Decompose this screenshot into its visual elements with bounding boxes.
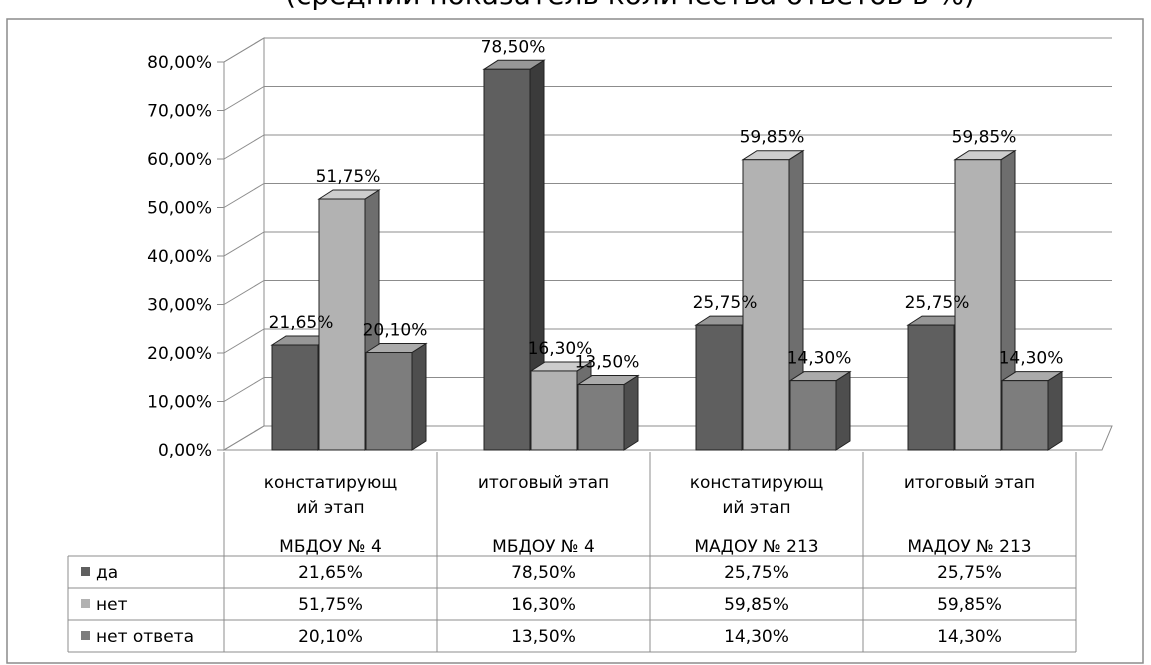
gridline-depth bbox=[223, 37, 265, 63]
bar-front bbox=[271, 344, 319, 451]
table-cell: 21,65% bbox=[298, 563, 363, 583]
y-tick-label: 50,00% bbox=[147, 199, 212, 219]
table-cell: 59,85% bbox=[724, 595, 789, 615]
bar-side bbox=[1047, 370, 1063, 451]
data-label: 21,65% bbox=[269, 313, 334, 333]
chart-frame bbox=[6, 18, 1144, 664]
table-cell: 16,30% bbox=[511, 595, 576, 615]
legend-label: да bbox=[96, 563, 118, 583]
bar-front bbox=[742, 159, 790, 451]
gridline-depth bbox=[223, 425, 265, 451]
category-label: итоговый этап bbox=[904, 473, 1035, 493]
bar bbox=[364, 342, 428, 451]
data-label: 20,10% bbox=[363, 321, 428, 341]
data-label: 16,30% bbox=[528, 339, 593, 359]
y-tick-label: 20,00% bbox=[147, 344, 212, 364]
legend-label: нет bbox=[96, 595, 128, 615]
table-cell: 25,75% bbox=[937, 563, 1002, 583]
category-label: МАДОУ № 213 bbox=[694, 537, 818, 557]
y-tick-label: 40,00% bbox=[147, 247, 212, 267]
table-cell: 14,30% bbox=[937, 627, 1002, 647]
table-cell: 13,50% bbox=[511, 627, 576, 647]
bar-front bbox=[318, 198, 366, 451]
data-label: 59,85% bbox=[740, 128, 805, 148]
bar-side bbox=[835, 370, 851, 451]
gridline-depth bbox=[223, 280, 265, 305]
data-label: 14,30% bbox=[999, 349, 1064, 369]
chart-title: (средний показатель количества ответов в… bbox=[285, 0, 975, 11]
bar bbox=[953, 149, 1017, 451]
bar-front bbox=[577, 384, 625, 451]
legend-swatch bbox=[81, 567, 90, 576]
data-label: 14,30% bbox=[787, 349, 852, 369]
legend-swatch bbox=[81, 599, 90, 608]
gridline-depth bbox=[223, 86, 265, 111]
bars bbox=[270, 59, 1064, 451]
gridline-depth bbox=[223, 183, 265, 208]
bar-front bbox=[907, 324, 955, 451]
category-label: ий этап bbox=[296, 498, 364, 518]
data-label: 25,75% bbox=[905, 293, 970, 313]
table-cell: 20,10% bbox=[298, 627, 363, 647]
legend-label: нет ответа bbox=[96, 627, 194, 647]
gridline-depth bbox=[223, 328, 265, 354]
data-label: 78,50% bbox=[481, 37, 546, 57]
data-label: 51,75% bbox=[316, 167, 381, 187]
bar-side bbox=[411, 342, 427, 451]
y-tick-label: 70,00% bbox=[147, 102, 212, 122]
category-label: МАДОУ № 213 bbox=[907, 537, 1031, 557]
bar-front bbox=[695, 324, 743, 451]
y-tick-label: 60,00% bbox=[147, 150, 212, 170]
bar-front bbox=[530, 370, 578, 451]
data-label: 25,75% bbox=[693, 293, 758, 313]
category-label: МБДОУ № 4 bbox=[279, 537, 382, 557]
bar bbox=[576, 374, 640, 451]
bar bbox=[1000, 370, 1064, 451]
y-axis: 0,00% 10,00% 20,00% 30,00% 40,00% 50,00% 60,00… bbox=[147, 53, 225, 461]
y-tick-label: 0,00% bbox=[158, 441, 212, 461]
gridline-depth bbox=[223, 134, 265, 160]
bar-side bbox=[623, 374, 639, 451]
category-label: ий этап bbox=[722, 498, 790, 518]
category-label: итоговый этап bbox=[478, 473, 609, 493]
bar-front bbox=[483, 68, 531, 451]
bar-front bbox=[1001, 380, 1049, 451]
category-label: констатирующ bbox=[264, 473, 398, 493]
data-label: 13,50% bbox=[575, 353, 640, 373]
bar-front bbox=[954, 159, 1002, 451]
table-cell: 51,75% bbox=[298, 595, 363, 615]
table-cell: 59,85% bbox=[937, 595, 1002, 615]
bar-front bbox=[789, 380, 837, 451]
y-tick-label: 80,00% bbox=[147, 53, 212, 73]
legend-swatch bbox=[81, 631, 90, 640]
y-tick-label: 30,00% bbox=[147, 296, 212, 316]
table-cell: 25,75% bbox=[724, 563, 789, 583]
bar bbox=[482, 59, 546, 451]
table-cell: 14,30% bbox=[724, 627, 789, 647]
y-tick-label: 10,00% bbox=[147, 393, 212, 413]
data-labels: 21,65% 78,50% 25,75% 25,75% 51,75% 16,30% 59,8… bbox=[269, 37, 1064, 372]
bar bbox=[788, 370, 852, 451]
table-cell: 78,50% bbox=[511, 563, 576, 583]
data-table: констатирующ ий этап МБДОУ № 4 итоговый эта… bbox=[67, 452, 1077, 653]
gridline-depth bbox=[223, 377, 265, 402]
category-label: констатирующ bbox=[690, 473, 824, 493]
gridline-depth bbox=[223, 231, 265, 257]
category-label: МБДОУ № 4 bbox=[492, 537, 595, 557]
bar-front bbox=[365, 352, 413, 451]
data-label: 59,85% bbox=[952, 128, 1017, 148]
